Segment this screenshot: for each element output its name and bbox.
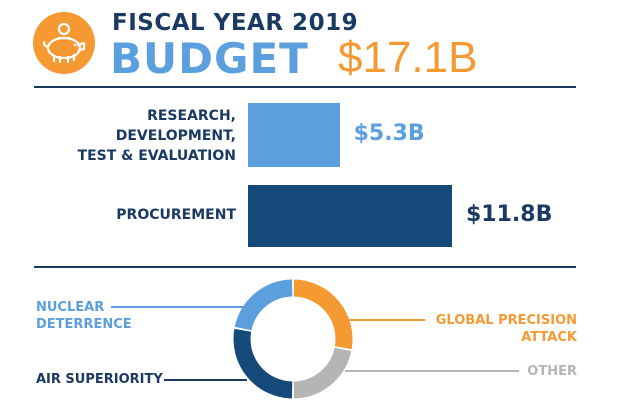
bar-label-rdte-line1: RESEARCH, — [147, 108, 236, 124]
header-fiscal-year: FISCAL YEAR 2019 — [112, 10, 359, 36]
bar-label-rdte-line2: DEVELOPMENT, — [115, 128, 236, 144]
piggy-bank-icon — [33, 12, 95, 74]
legend-global-precision-attack: GLOBAL PRECISION ATTACK — [436, 312, 577, 346]
legend-air-superiority: AIR SUPERIORITY — [36, 371, 163, 388]
donut-segment-other — [293, 347, 352, 399]
bar-label-rdte: RESEARCH, DEVELOPMENT, TEST & EVALUATION — [78, 106, 236, 166]
header-budget: BUDGET — [110, 34, 309, 83]
legend-air-superiority-line1: AIR SUPERIORITY — [36, 372, 163, 387]
divider-top — [34, 86, 576, 88]
bar-label-rdte-line3: TEST & EVALUATION — [77, 148, 236, 164]
bar-rdte — [248, 103, 340, 167]
bar-label-procurement-line1: PROCUREMENT — [116, 207, 236, 223]
legend-global-precision-attack-line2: ATTACK — [521, 330, 577, 345]
donut-segment-global-precision-attack — [293, 279, 353, 350]
legend-other-line1: OTHER — [527, 364, 577, 379]
legend-nuclear-deterrence-line1: NUCLEAR — [36, 300, 105, 315]
bar-label-procurement: PROCUREMENT — [116, 205, 236, 225]
bar-value-rdte: $5.3B — [353, 121, 425, 146]
legend-nuclear-deterrence-line2: DETERRENCE — [36, 317, 132, 332]
divider-middle — [34, 266, 576, 268]
donut-segment-nuclear-deterrence — [234, 279, 293, 331]
bar-value-procurement: $11.8B — [466, 202, 553, 227]
donut-segment-air-superiority — [233, 328, 293, 399]
legend-other: OTHER — [527, 363, 577, 380]
bar-procurement — [248, 185, 452, 247]
legend-global-precision-attack-line1: GLOBAL PRECISION — [435, 313, 577, 328]
legend-nuclear-deterrence: NUCLEAR DETERRENCE — [36, 299, 132, 333]
header-total: $17.1B — [338, 33, 478, 82]
